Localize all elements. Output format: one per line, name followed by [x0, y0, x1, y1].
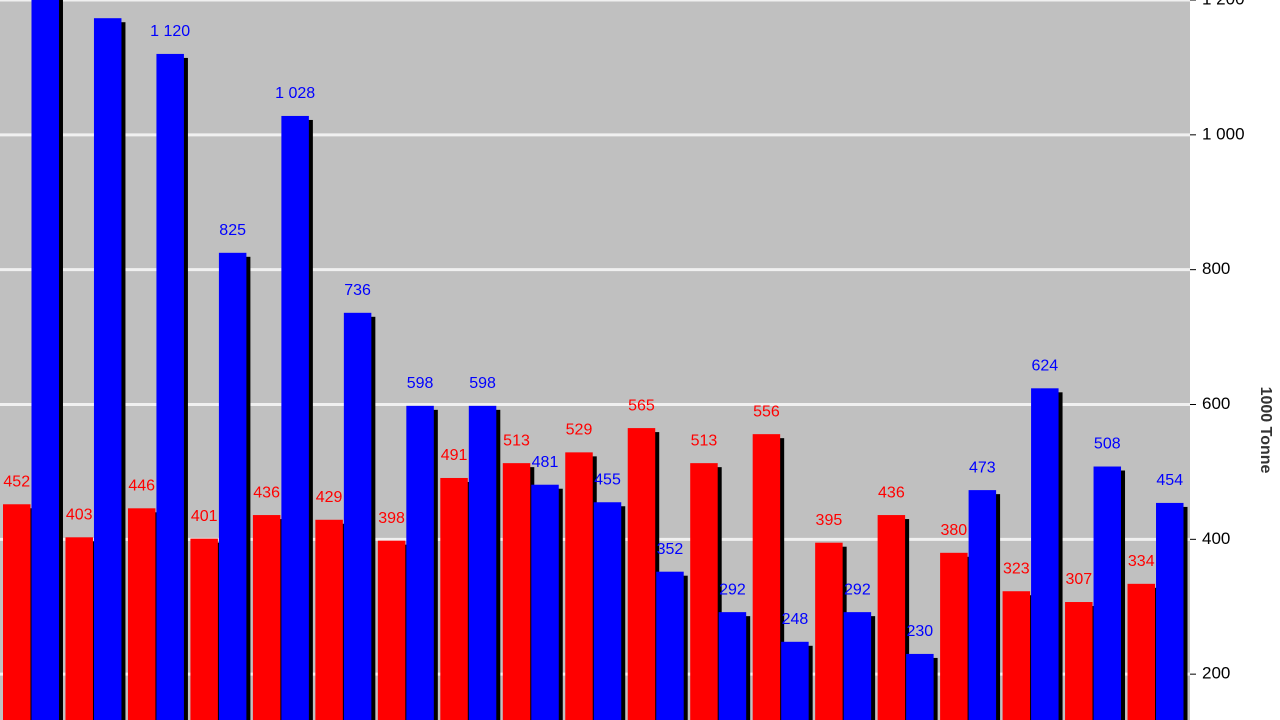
bar [593, 502, 622, 720]
bar [3, 504, 31, 720]
bar [815, 542, 843, 720]
data-label: 455 [594, 471, 621, 488]
data-label: 307 [1065, 571, 1092, 588]
bar [1065, 602, 1093, 720]
data-label: 565 [628, 397, 655, 414]
data-label: 513 [503, 432, 530, 449]
data-label: 454 [1156, 472, 1183, 489]
bar [377, 540, 406, 720]
bar [1031, 388, 1059, 720]
bar [1156, 502, 1184, 720]
bar [406, 405, 434, 720]
bar [1127, 583, 1156, 720]
data-label: 292 [844, 581, 871, 598]
data-label: 248 [782, 611, 809, 628]
y-tick-label: 600 [1202, 394, 1230, 413]
bar [31, 0, 59, 720]
data-label: 230 [907, 623, 934, 640]
data-label: 403 [66, 507, 93, 524]
y-tick-label: 800 [1202, 259, 1230, 278]
bar [565, 452, 593, 720]
data-label: 598 [407, 375, 434, 392]
bar [627, 428, 656, 720]
data-label: 398 [378, 510, 405, 527]
data-label: 292 [719, 581, 746, 598]
bar [877, 515, 906, 720]
bar [718, 612, 747, 720]
data-label: 395 [816, 512, 843, 529]
y-tick-label: 1 000 [1202, 124, 1245, 143]
bar [281, 115, 309, 720]
data-label: 452 [3, 473, 30, 490]
data-label: 529 [566, 422, 593, 439]
bar [343, 312, 372, 720]
bar [93, 18, 122, 720]
data-label: 429 [316, 489, 343, 506]
data-label: 473 [969, 459, 996, 476]
bar [190, 538, 218, 720]
data-label: 624 [1031, 358, 1058, 375]
data-label: 508 [1094, 436, 1121, 453]
data-label: 323 [1003, 560, 1030, 577]
bar [781, 641, 809, 720]
data-label: 513 [691, 432, 718, 449]
y-tick-label: 400 [1202, 529, 1230, 548]
data-label: 491 [441, 447, 468, 464]
data-label: 352 [657, 541, 684, 558]
bar [156, 53, 184, 720]
bar [218, 252, 247, 720]
bar [315, 519, 343, 720]
bar [1093, 466, 1122, 720]
bar [440, 477, 468, 720]
bar [502, 463, 531, 720]
data-label: 401 [191, 508, 218, 525]
bar [940, 552, 968, 720]
data-label: 598 [469, 375, 496, 392]
data-label: 436 [253, 484, 280, 501]
bar [127, 508, 156, 720]
data-label: 556 [753, 403, 780, 420]
bar [906, 653, 934, 720]
bar [468, 405, 497, 720]
data-label: 736 [344, 282, 371, 299]
bar [656, 571, 684, 720]
bar [968, 490, 997, 720]
data-label: 334 [1128, 553, 1155, 570]
data-label: 825 [219, 222, 246, 239]
data-label: 436 [878, 484, 905, 501]
y-axis-label: 1000 Tonne [1257, 387, 1274, 474]
bar [252, 515, 281, 720]
y-tick-label: 200 [1202, 664, 1230, 683]
data-label: 446 [128, 478, 155, 495]
data-label: 380 [940, 522, 967, 539]
data-label: 481 [532, 454, 559, 471]
bar [690, 463, 718, 720]
bar [1002, 591, 1031, 720]
bar [752, 434, 781, 720]
bar [843, 612, 872, 720]
data-label: 1 028 [275, 85, 315, 102]
bar [531, 484, 559, 720]
y-tick-label: 1 200 [1202, 0, 1245, 8]
data-label: 1 120 [150, 23, 190, 40]
bar [65, 537, 93, 720]
